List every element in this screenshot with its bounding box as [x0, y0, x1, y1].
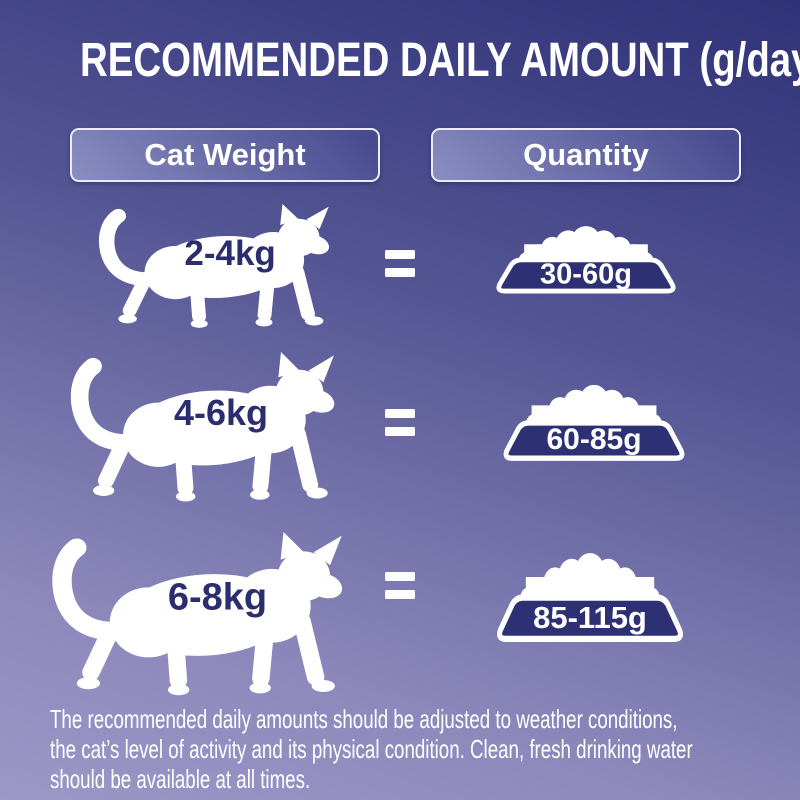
table-row-3-bowl: 85-115g: [480, 545, 700, 648]
equals-bar: [385, 590, 415, 599]
cat-weight-label: 2-4kg: [184, 234, 276, 274]
page-title: RECOMMENDED DAILY AMOUNT (g/day): [80, 34, 800, 87]
quantity-label: 85-115g: [533, 600, 647, 636]
cat-silhouette-icon: [98, 204, 330, 328]
equals-icon: [385, 572, 415, 599]
quantity-label: 30-60g: [540, 258, 632, 291]
food-bowl-kibble-icon: [497, 553, 683, 642]
equals-bar: [385, 572, 415, 581]
footer-line: the cat’s level of activity and its phys…: [50, 734, 693, 764]
table-row-2-bowl: 60-85g: [487, 378, 701, 466]
equals-bar: [385, 268, 415, 277]
cat-weight-label: 4-6kg: [173, 391, 269, 433]
header-cat-weight: Cat Weight: [70, 128, 380, 182]
equals-bar: [385, 250, 415, 259]
equals-bar: [385, 409, 415, 418]
table-row-2-cat: 4-6kg: [56, 352, 356, 504]
table-row-3-cat: 6-8kg: [36, 532, 366, 698]
header-quantity-label: Quantity: [523, 137, 649, 172]
footer-note: The recommended daily amounts should be …: [50, 704, 800, 794]
table-row-1-cat: 2-4kg: [86, 204, 348, 330]
equals-icon: [385, 409, 415, 436]
quantity-label: 60-85g: [546, 423, 642, 457]
food-bowl-kibble-icon: [496, 226, 676, 294]
footer-line: The recommended daily amounts should be …: [50, 704, 678, 734]
equals-icon: [385, 250, 415, 277]
footer-line: should be available at all times.: [50, 764, 311, 794]
equals-bar: [385, 427, 415, 436]
cat-silhouette-icon: [70, 352, 335, 502]
cat-weight-label: 6-8kg: [167, 576, 268, 619]
food-bowl-kibble-icon: [503, 384, 685, 461]
table-row-1-bowl: 30-60g: [480, 220, 692, 298]
cat-silhouette-icon: [52, 532, 343, 696]
header-cat-weight-label: Cat Weight: [144, 137, 306, 172]
header-quantity: Quantity: [431, 128, 741, 182]
